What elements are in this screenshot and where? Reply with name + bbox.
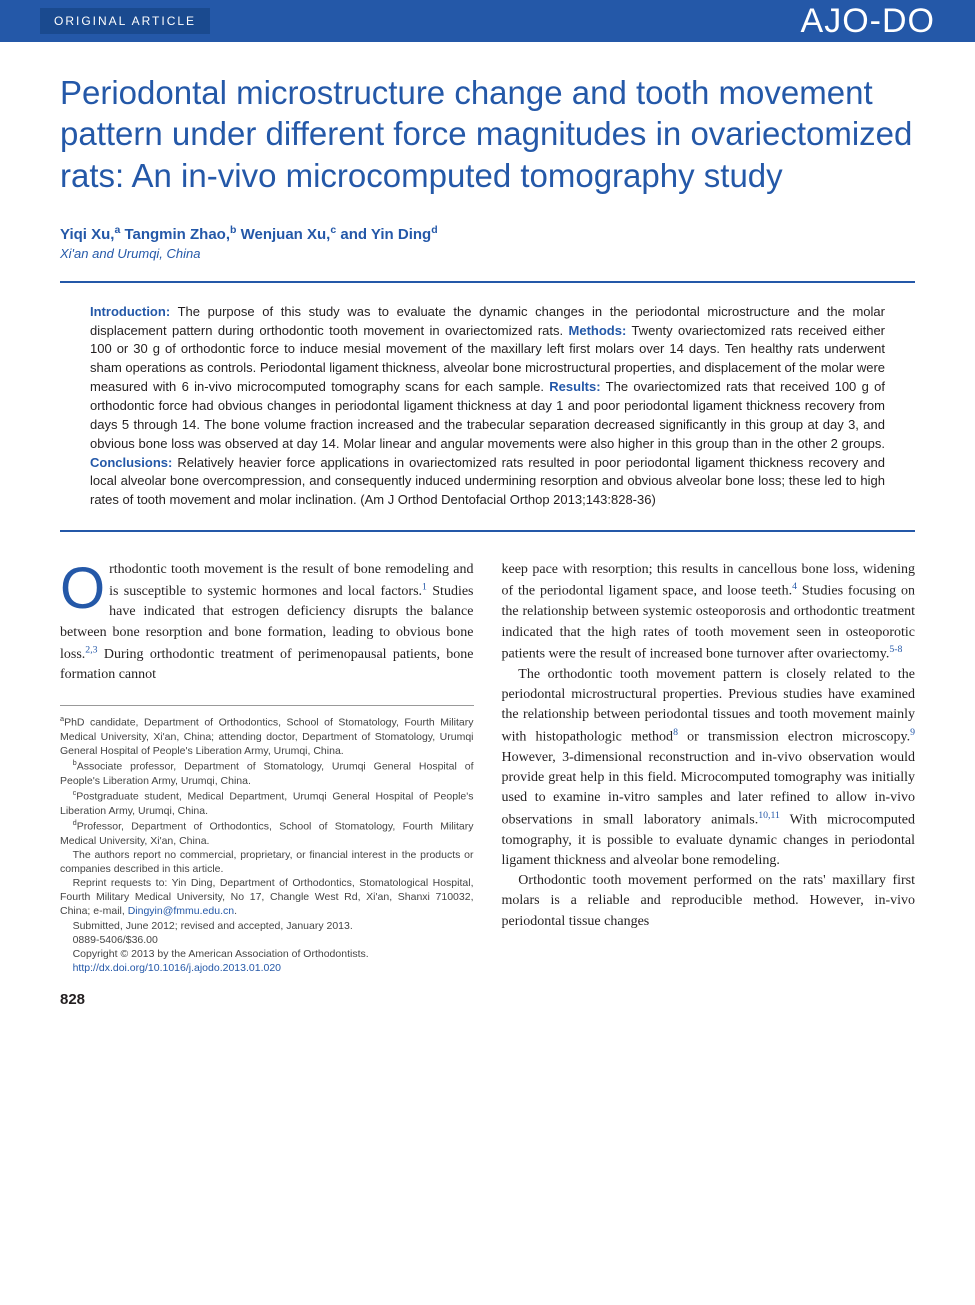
footnote-a: aPhD candidate, Department of Orthodonti…	[60, 714, 474, 758]
abstract-text: Introduction: The purpose of this study …	[90, 303, 885, 510]
abstract-methods-label: Methods:	[569, 323, 627, 338]
footnote-copyright: Copyright © 2013 by the American Associa…	[60, 947, 474, 961]
doi-link[interactable]: http://dx.doi.org/10.1016/j.ajodo.2013.0…	[73, 962, 281, 974]
body-paragraph: The orthodontic tooth movement pattern i…	[502, 665, 916, 871]
footnote-b: bAssociate professor, Department of Stom…	[60, 758, 474, 788]
abstract-conclusions-text: Relatively heavier force applications in…	[90, 455, 885, 508]
abstract-intro-label: Introduction:	[90, 304, 170, 319]
footnote-c: cPostgraduate student, Medical Departmen…	[60, 788, 474, 818]
footnote-doi: http://dx.doi.org/10.1016/j.ajodo.2013.0…	[60, 961, 474, 975]
footnote-d: dProfessor, Department of Orthodontics, …	[60, 818, 474, 848]
body-paragraph: Orthodontic tooth movement is the result…	[60, 560, 474, 685]
article-type-label: ORIGINAL ARTICLE	[40, 8, 210, 34]
column-right: keep pace with resorption; this results …	[502, 560, 916, 1011]
footnote-disclosure: The authors report no commercial, propri…	[60, 848, 474, 876]
page-number: 828	[60, 989, 474, 1011]
affiliation-location: Xi'an and Urumqi, China	[60, 246, 915, 261]
footnote-issn: 0889-5406/$36.00	[60, 933, 474, 947]
abstract-box: Introduction: The purpose of this study …	[60, 281, 915, 532]
footnotes-block: aPhD candidate, Department of Orthodonti…	[60, 705, 474, 975]
author-list: Yiqi Xu,a Tangmin Zhao,b Wenjuan Xu,c an…	[60, 224, 915, 243]
page-content: Periodontal microstructure change and to…	[0, 42, 975, 1051]
body-paragraph: Orthodontic tooth movement performed on …	[502, 871, 916, 932]
column-left: Orthodontic tooth movement is the result…	[60, 560, 474, 1011]
body-text: rthodontic tooth movement is the result …	[60, 562, 474, 682]
footnote-submitted: Submitted, June 2012; revised and accept…	[60, 919, 474, 933]
abstract-conclusions-label: Conclusions:	[90, 455, 172, 470]
footnote-reprint: Reprint requests to: Yin Ding, Departmen…	[60, 876, 474, 919]
journal-logo: AJO-DO	[801, 2, 935, 41]
footnote-email-link[interactable]: Dingyin@fmmu.edu.cn	[128, 905, 234, 917]
body-paragraph: keep pace with resorption; this results …	[502, 560, 916, 665]
dropcap-letter: O	[60, 560, 109, 613]
article-title: Periodontal microstructure change and to…	[60, 72, 915, 196]
abstract-results-label: Results:	[549, 379, 600, 394]
header-bar: ORIGINAL ARTICLE AJO-DO	[0, 0, 975, 42]
body-columns: Orthodontic tooth movement is the result…	[60, 560, 915, 1011]
